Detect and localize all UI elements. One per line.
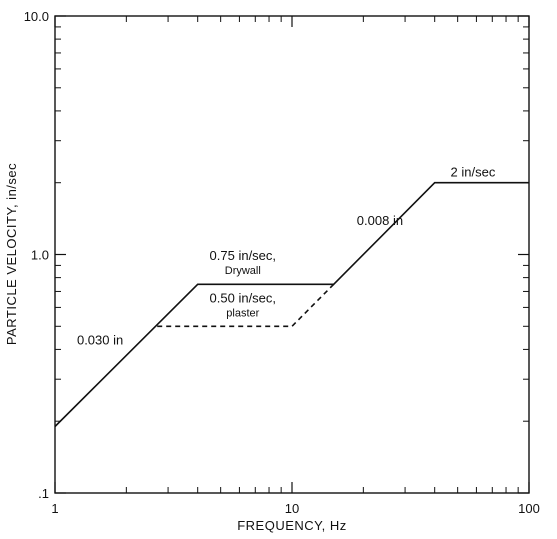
y-tick-label: .1 [38,486,49,501]
x-tick-label: 1 [51,501,58,516]
x-tick-label: 100 [518,501,540,516]
y-tick-label: 1.0 [31,248,49,263]
y-axis-title: PARTICLE VELOCITY, in/sec [4,163,19,345]
series [54,181,529,428]
annotations: 0.030 in 0.75 in/sec, Drywall 0.50 in/sec, p… [77,165,496,348]
series-line-dashed [157,283,335,328]
annotation-label: plaster [226,307,259,319]
x-tick-label: 10 [285,501,299,516]
tick-labels: 1 10 100 .1 1.0 10.0 [24,9,540,516]
series-line-solid [54,181,529,428]
annotation-label: 2 in/sec [451,165,496,180]
ticks [54,15,530,494]
annotation-label: 0.50 in/sec, [210,290,277,305]
x-axis-title: FREQUENCY, Hz [237,518,347,533]
plot-frame [54,15,530,494]
annotation-label: 0.75 in/sec, [210,248,277,263]
y-tick-label: 10.0 [24,9,49,24]
annotation-label: Drywall [225,265,261,277]
annotation-label: 0.030 in [77,332,123,347]
annotation-label: 0.008 in [357,213,403,228]
